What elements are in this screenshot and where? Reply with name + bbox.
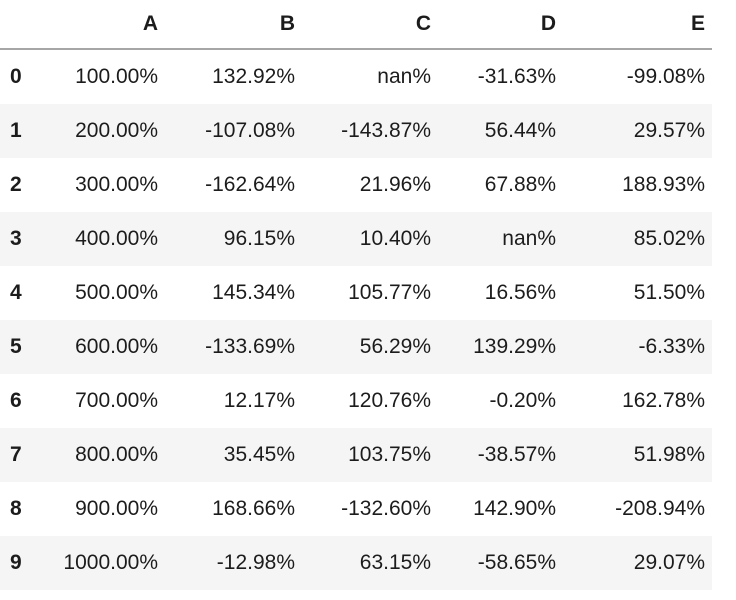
row-index: 3 [10,227,22,250]
cell: 29.57% [633,119,705,142]
cell: 56.44% [484,119,556,142]
cell: 85.02% [633,227,705,250]
cell: -133.69% [205,335,295,358]
cell: 162.78% [622,389,705,412]
header-row: A B C D E [0,0,712,50]
cell: 105.77% [348,281,431,304]
cell: 29.07% [633,551,705,574]
cell: 700.00% [75,389,158,412]
cell: 21.96% [359,173,431,196]
cell: 35.45% [223,443,295,466]
cell: -12.98% [216,551,295,574]
row-index: 1 [10,119,22,142]
row-index: 9 [10,551,22,574]
table-row: 1 200.00% -107.08% -143.87% 56.44% 29.57… [0,104,712,158]
cell: -0.20% [489,389,556,412]
table-row: 7 800.00% 35.45% 103.75% -38.57% 51.98% [0,428,712,482]
cell: 51.98% [633,443,705,466]
cell: -38.57% [477,443,556,466]
row-index: 2 [10,173,22,196]
row-index: 4 [10,281,22,304]
cell: 16.56% [484,281,556,304]
cell: -99.08% [626,65,705,88]
cell: -6.33% [638,335,705,358]
cell: nan% [502,227,556,250]
table-row: 6 700.00% 12.17% 120.76% -0.20% 162.78% [0,374,712,428]
cell: -107.08% [205,119,295,142]
row-index: 0 [10,65,22,88]
cell: nan% [377,65,431,88]
row-index: 7 [10,443,22,466]
dataframe-table: A B C D E 0 100.00% 132.92% nan% -31.63%… [0,0,712,590]
cell: 67.88% [484,173,556,196]
cell: 10.40% [359,227,431,250]
table-row: 5 600.00% -133.69% 56.29% 139.29% -6.33% [0,320,712,374]
table-header: A B C D E [0,0,712,50]
row-index: 6 [10,389,22,412]
cell: 500.00% [75,281,158,304]
cell: 168.66% [212,497,295,520]
cell: -31.63% [477,65,556,88]
cell: 103.75% [348,443,431,466]
cell: 63.15% [359,551,431,574]
cell: 200.00% [75,119,158,142]
row-index: 8 [10,497,22,520]
table-row: 4 500.00% 145.34% 105.77% 16.56% 51.50% [0,266,712,320]
cell: -58.65% [477,551,556,574]
column-header-b: B [165,0,302,50]
table-row: 9 1000.00% -12.98% 63.15% -58.65% 29.07% [0,536,712,590]
table-row: 0 100.00% 132.92% nan% -31.63% -99.08% [0,49,712,104]
cell: 300.00% [75,173,158,196]
column-header-a: A [38,0,165,50]
cell: 400.00% [75,227,158,250]
cell: 100.00% [75,65,158,88]
cell: 900.00% [75,497,158,520]
cell: 96.15% [223,227,295,250]
column-header-d: D [438,0,563,50]
cell: 120.76% [348,389,431,412]
cell: -143.87% [341,119,431,142]
cell: 142.90% [473,497,556,520]
table-row: 3 400.00% 96.15% 10.40% nan% 85.02% [0,212,712,266]
cell: 800.00% [75,443,158,466]
cell: -132.60% [341,497,431,520]
cell: 56.29% [359,335,431,358]
table-row: 8 900.00% 168.66% -132.60% 142.90% -208.… [0,482,712,536]
cell: 145.34% [212,281,295,304]
cell: 51.50% [633,281,705,304]
cell: 139.29% [473,335,556,358]
row-index: 5 [10,335,22,358]
cell: 12.17% [223,389,295,412]
cell: 600.00% [75,335,158,358]
index-corner-header [0,0,38,50]
cell: 132.92% [212,65,295,88]
cell: 188.93% [622,173,705,196]
table-body: 0 100.00% 132.92% nan% -31.63% -99.08% 1… [0,49,712,590]
cell: -208.94% [615,497,705,520]
cell: 1000.00% [63,551,158,574]
column-header-c: C [302,0,438,50]
cell: -162.64% [205,173,295,196]
table-row: 2 300.00% -162.64% 21.96% 67.88% 188.93% [0,158,712,212]
column-header-e: E [563,0,712,50]
